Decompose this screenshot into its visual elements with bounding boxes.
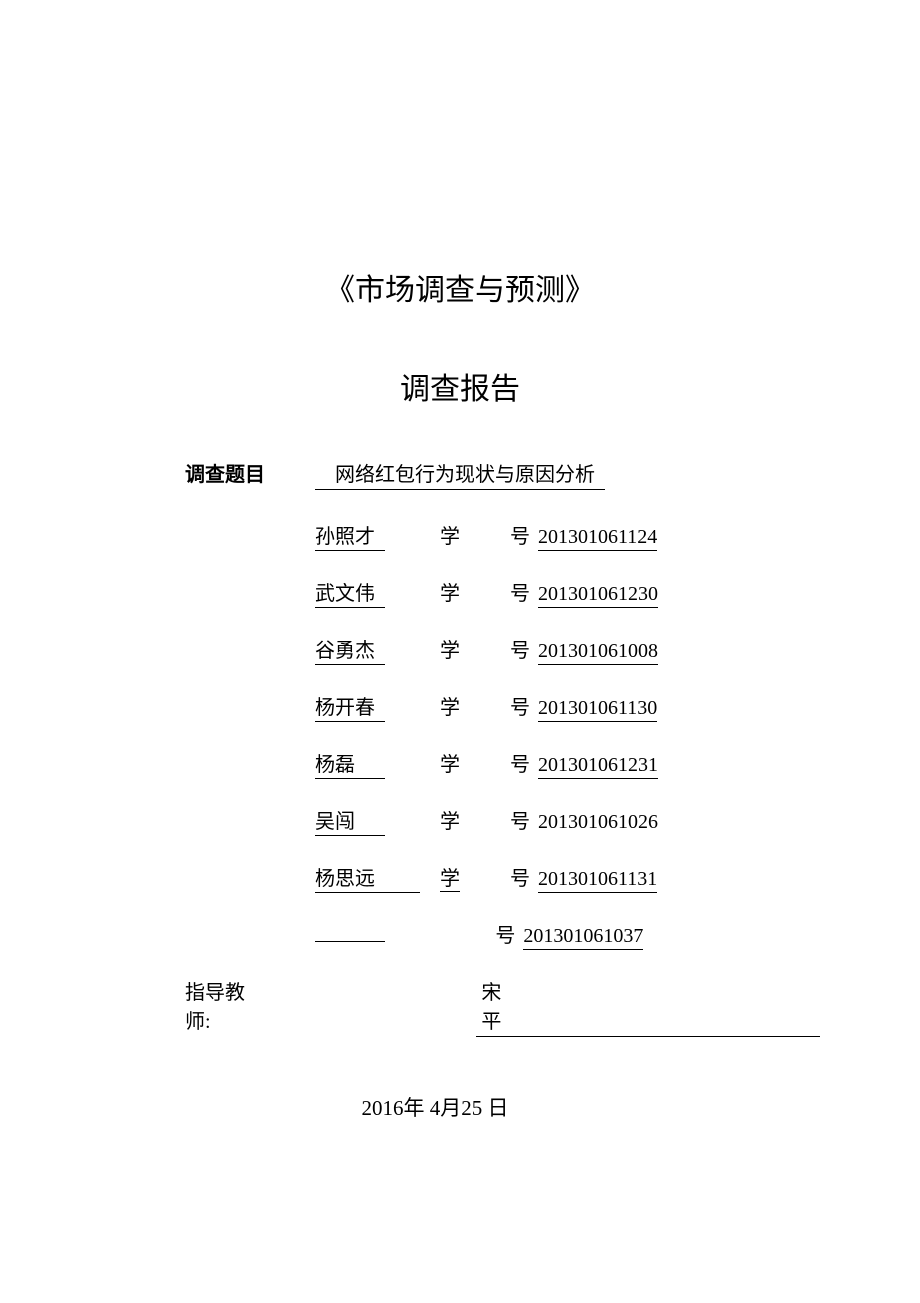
- hao-label: 号: [510, 520, 530, 549]
- hao-label: 号: [510, 748, 530, 777]
- student-id: 201301061026: [538, 811, 658, 835]
- hao-label: 号: [510, 577, 530, 606]
- student-row: 杨磊 学 号 201301061231: [315, 748, 820, 779]
- xue-label: 学: [440, 634, 460, 663]
- student-id: 201301061131: [538, 868, 657, 893]
- xue-label: 学: [440, 862, 460, 892]
- student-row: 杨开春 学 号 201301061130: [315, 691, 820, 722]
- student-name: 杨思远: [315, 862, 420, 893]
- student-id: 201301061130: [538, 697, 657, 722]
- xue-label: 学: [440, 748, 460, 777]
- student-id: 201301061008: [538, 640, 658, 665]
- student-name: 谷勇杰: [315, 634, 385, 665]
- main-title: 《市场调查与预测》: [100, 265, 820, 309]
- xue-label-cutoff: ˬ: [440, 932, 445, 942]
- topic-label: 调查题目: [185, 458, 315, 487]
- student-id: 201301061124: [538, 526, 657, 551]
- student-name: 孙照才: [315, 520, 385, 551]
- document-page: 《市场调查与预测》 调查报告 调查题目 网络红包行为现状与原因分析 孙照才 学 …: [0, 0, 920, 1122]
- student-row: 杨思远 学 号 201301061131: [315, 862, 820, 893]
- date-text: 2016年 4月25 日: [100, 1092, 820, 1122]
- student-name: 吴闯: [315, 805, 385, 836]
- hao-label: 号: [510, 634, 530, 663]
- topic-row: 调查题目 网络红包行为现状与原因分析: [100, 458, 820, 490]
- student-name: 杨开春: [315, 691, 385, 722]
- xue-label: 学: [440, 520, 460, 549]
- student-name-cutoff: [315, 934, 385, 942]
- student-row: 吴闯 学 号 201301061026: [315, 805, 820, 836]
- student-id: 201301061230: [538, 583, 658, 608]
- teacher-value: 宋平: [476, 976, 820, 1037]
- student-row: 孙照才 学 号 201301061124: [315, 520, 820, 551]
- student-id: 201301061231: [538, 754, 658, 779]
- topic-value: 网络红包行为现状与原因分析: [315, 458, 605, 490]
- hao-label: 号: [510, 862, 530, 891]
- student-list: 孙照才 学 号 201301061124 武文伟 学 号 20130106123…: [100, 520, 820, 950]
- hao-label: 号: [495, 919, 515, 948]
- student-row: 谷勇杰 学 号 201301061008: [315, 634, 820, 665]
- student-row-cutoff: ˬ 号 201301061037: [315, 919, 820, 950]
- xue-label: 学: [440, 691, 460, 720]
- student-name: 杨磊: [315, 748, 385, 779]
- hao-label: 号: [510, 805, 530, 834]
- student-id: 201301061037: [523, 925, 643, 950]
- xue-label: 学: [440, 805, 460, 834]
- sub-title: 调查报告: [100, 364, 820, 408]
- teacher-row: 指导教师: 宋平: [100, 976, 820, 1037]
- student-row: 武文伟 学 号 201301061230: [315, 577, 820, 608]
- xue-label: 学: [440, 577, 460, 606]
- hao-label: 号: [510, 691, 530, 720]
- teacher-label: 指导教师:: [185, 976, 246, 1034]
- student-name: 武文伟: [315, 577, 385, 608]
